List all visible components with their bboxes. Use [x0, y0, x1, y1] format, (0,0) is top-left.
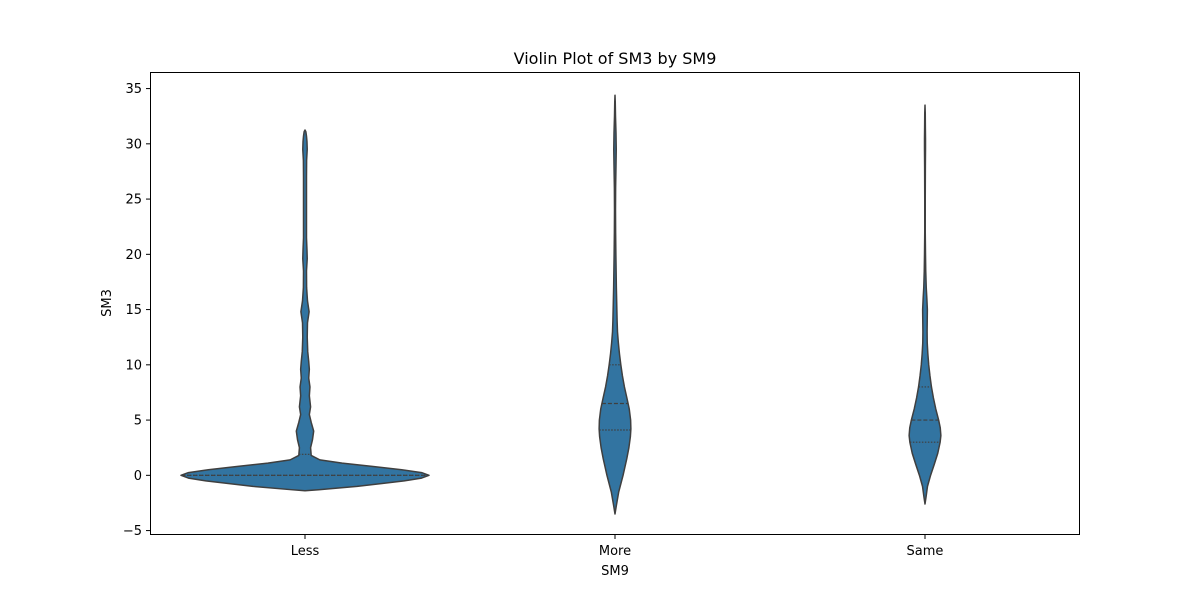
y-axis: −5 0 5 10 15 20 25 30 35	[123, 82, 150, 539]
y-tick-label: 20	[125, 248, 142, 263]
x-axis-title: SM9	[601, 564, 629, 579]
violin-body	[908, 104, 942, 505]
plot-area-frame	[150, 72, 1080, 535]
violin-same	[908, 104, 942, 505]
violin-more	[598, 94, 632, 515]
violin-less	[180, 129, 430, 492]
chart-title: Violin Plot of SM3 by SM9	[514, 49, 717, 68]
y-tick-label: 25	[125, 193, 142, 208]
x-tick-label: Less	[291, 544, 320, 559]
violins-layer	[180, 94, 942, 515]
y-axis-title: SM3	[100, 289, 115, 317]
violin-body	[180, 129, 430, 492]
y-tick-label: 15	[125, 303, 142, 318]
x-tick-label: More	[599, 544, 631, 559]
x-axis: Less More Same	[291, 535, 944, 559]
y-tick-label: 10	[125, 358, 142, 373]
violin-body	[598, 94, 632, 515]
y-tick-label: 35	[125, 82, 142, 97]
x-tick-label: Same	[907, 544, 944, 559]
y-tick-label: 30	[125, 137, 142, 152]
y-tick-label: 5	[134, 414, 142, 429]
y-tick-label: −5	[123, 524, 142, 539]
y-tick-label: 0	[134, 469, 142, 484]
